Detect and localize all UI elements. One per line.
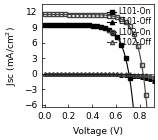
Y-axis label: Jsc (mA/cm$^2$): Jsc (mA/cm$^2$): [4, 26, 19, 86]
X-axis label: Voltage (V): Voltage (V): [73, 127, 123, 136]
Legend: L101-On, L101-Off, L102-On, L102-Off: L101-On, L101-Off, L102-On, L102-Off: [106, 6, 152, 48]
